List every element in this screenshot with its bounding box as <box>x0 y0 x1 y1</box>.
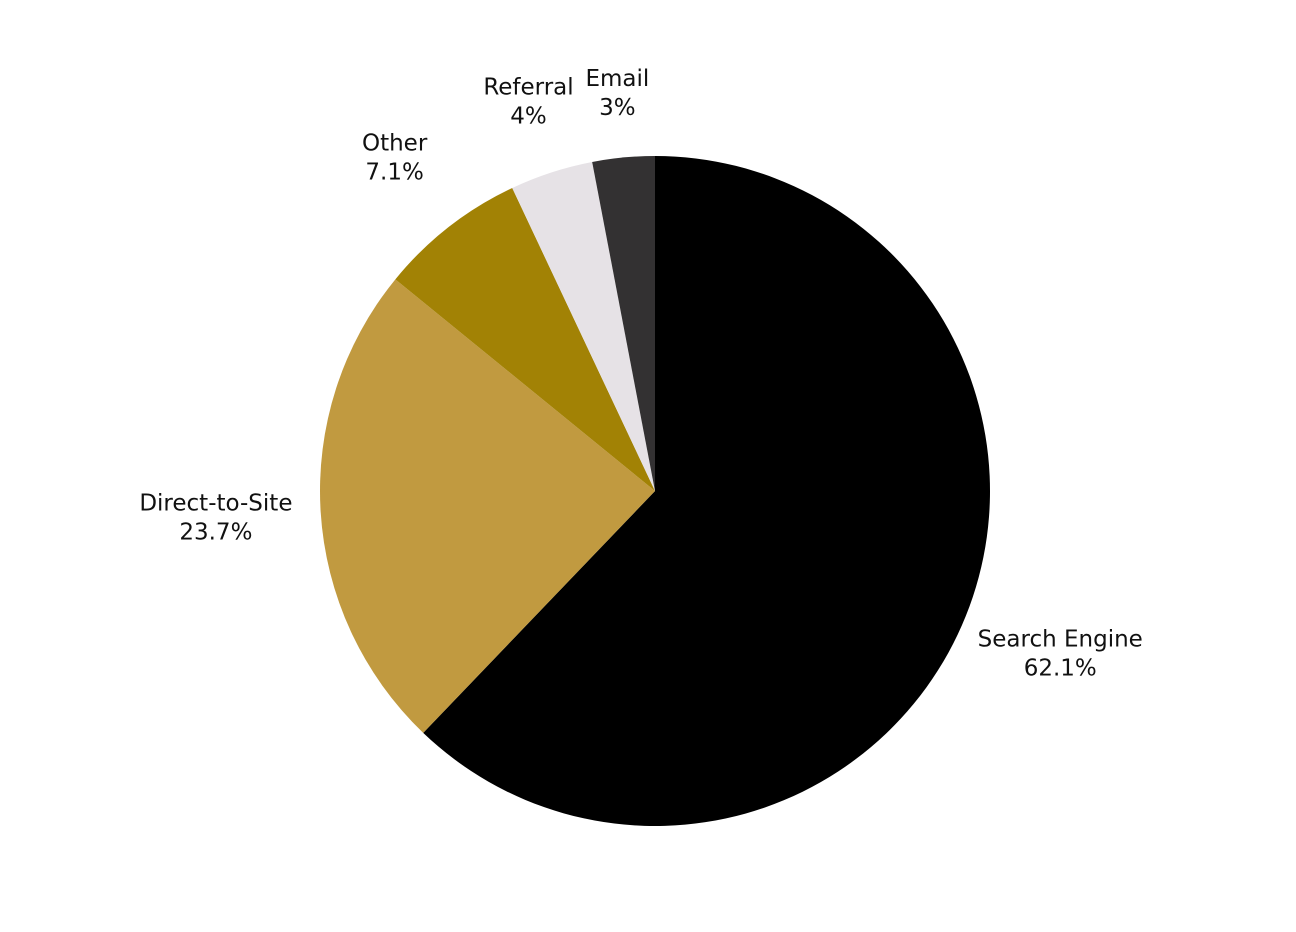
slice-label: Email <box>585 66 649 92</box>
pie-slice <box>592 156 655 491</box>
slice-value-label: 62.1% <box>1024 655 1097 681</box>
slice-value-label: 7.1% <box>365 159 423 185</box>
pie-slice <box>423 156 991 826</box>
slice-label: Search Engine <box>978 626 1143 652</box>
slice-label: Referral <box>483 75 573 101</box>
slice-value-label: 4% <box>510 104 547 130</box>
slice-label: Direct-to-Site <box>139 490 292 516</box>
pie-slice <box>512 161 655 491</box>
slice-value-label: 3% <box>599 95 636 121</box>
slice-label: Other <box>362 130 428 156</box>
pie-slice <box>395 187 655 491</box>
slice-value-label: 23.7% <box>179 519 252 545</box>
pie-slice <box>319 279 655 733</box>
